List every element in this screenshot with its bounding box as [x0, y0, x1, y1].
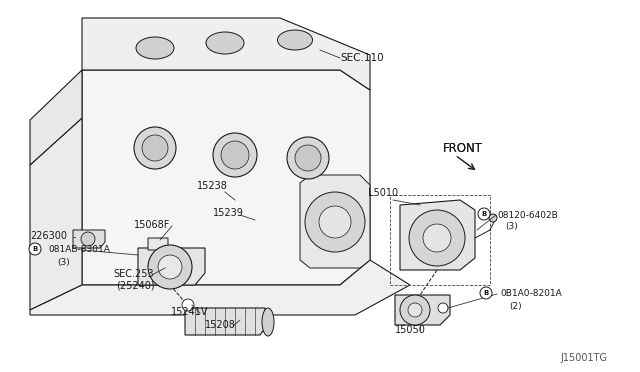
- Circle shape: [489, 214, 497, 222]
- Text: 08120-6402B: 08120-6402B: [497, 211, 557, 219]
- Ellipse shape: [136, 37, 174, 59]
- Circle shape: [213, 133, 257, 177]
- Polygon shape: [82, 18, 370, 90]
- Polygon shape: [148, 238, 168, 250]
- Polygon shape: [400, 200, 475, 270]
- Polygon shape: [30, 260, 410, 315]
- Circle shape: [142, 135, 168, 161]
- Text: SEC.110: SEC.110: [340, 53, 383, 63]
- Text: 15050: 15050: [395, 325, 426, 335]
- Text: FRONT: FRONT: [443, 141, 483, 154]
- Circle shape: [158, 255, 182, 279]
- Text: 15238: 15238: [197, 181, 228, 191]
- Circle shape: [438, 303, 448, 313]
- Circle shape: [221, 141, 249, 169]
- Text: 226300: 226300: [30, 231, 67, 241]
- Circle shape: [319, 206, 351, 238]
- Circle shape: [29, 243, 41, 255]
- Text: 15239: 15239: [213, 208, 244, 218]
- Circle shape: [81, 232, 95, 246]
- Text: 15068F: 15068F: [134, 220, 170, 230]
- Circle shape: [423, 224, 451, 252]
- Text: L5010: L5010: [368, 188, 398, 198]
- Polygon shape: [300, 175, 370, 268]
- Circle shape: [480, 287, 492, 299]
- Text: B: B: [481, 211, 486, 217]
- Polygon shape: [395, 295, 450, 325]
- Circle shape: [148, 245, 192, 289]
- Text: B: B: [483, 290, 488, 296]
- Text: SEC.253: SEC.253: [113, 269, 154, 279]
- Text: J15001TG: J15001TG: [560, 353, 607, 363]
- Polygon shape: [138, 248, 205, 285]
- Circle shape: [134, 127, 176, 169]
- Text: B: B: [33, 246, 38, 252]
- Text: (2): (2): [509, 301, 522, 311]
- Circle shape: [400, 295, 430, 325]
- Circle shape: [295, 145, 321, 171]
- Text: 15208: 15208: [205, 320, 236, 330]
- Text: 15241V: 15241V: [171, 307, 209, 317]
- Text: FRONT: FRONT: [443, 141, 483, 154]
- Polygon shape: [30, 118, 82, 310]
- Circle shape: [182, 299, 194, 311]
- Text: 081AB-8301A: 081AB-8301A: [48, 246, 110, 254]
- Ellipse shape: [278, 30, 312, 50]
- Circle shape: [287, 137, 329, 179]
- Circle shape: [478, 208, 490, 220]
- Polygon shape: [82, 70, 370, 285]
- Polygon shape: [73, 230, 105, 248]
- Text: 0B1A0-8201A: 0B1A0-8201A: [500, 289, 562, 298]
- Text: (3): (3): [505, 221, 518, 231]
- Polygon shape: [30, 70, 82, 165]
- Ellipse shape: [206, 32, 244, 54]
- Circle shape: [408, 303, 422, 317]
- Text: (3): (3): [57, 257, 70, 266]
- Circle shape: [305, 192, 365, 252]
- Ellipse shape: [262, 308, 274, 336]
- Circle shape: [409, 210, 465, 266]
- Text: (25240): (25240): [116, 280, 155, 290]
- Polygon shape: [185, 308, 265, 335]
